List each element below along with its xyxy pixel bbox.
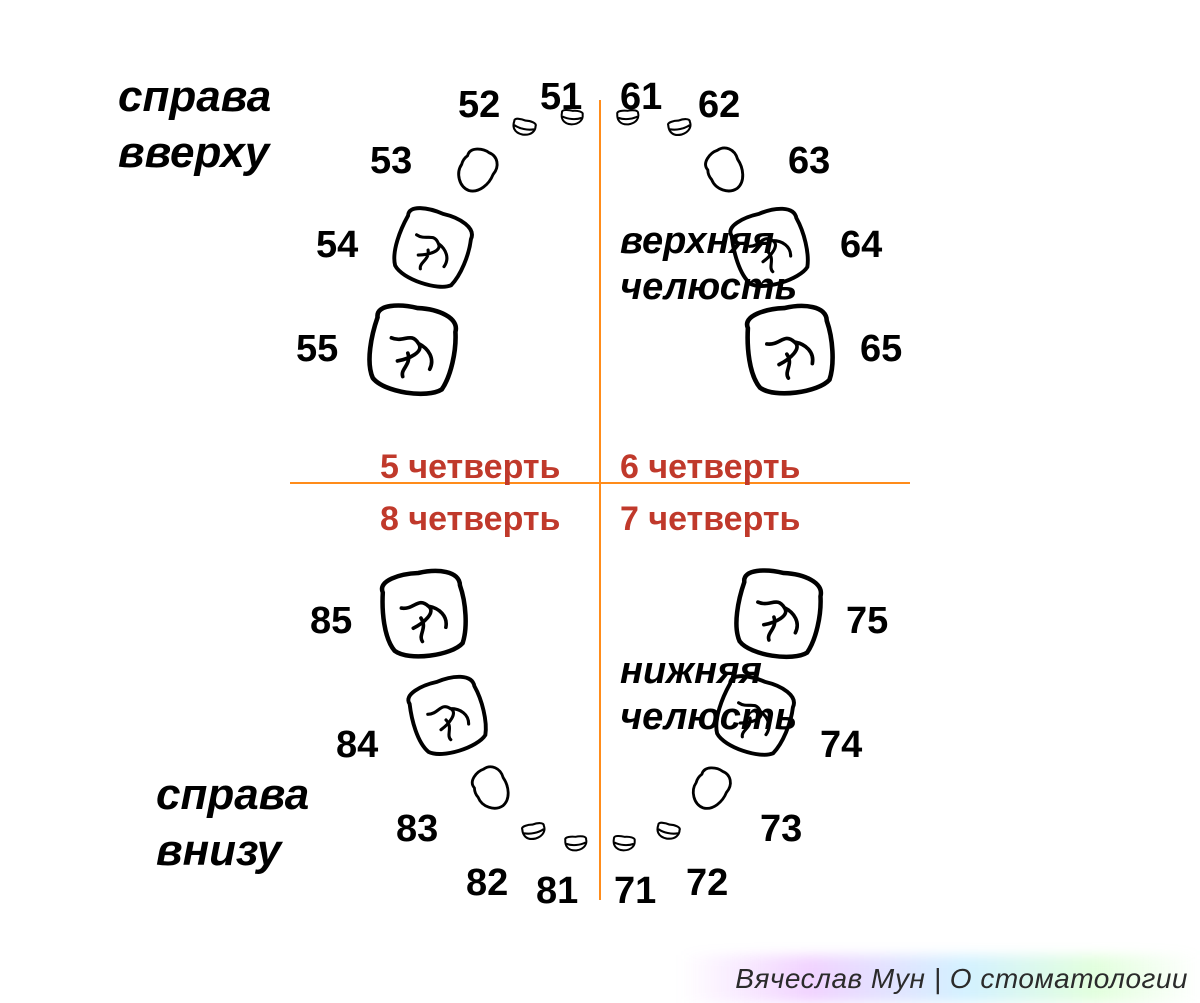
tooth-label-83: 83: [396, 808, 438, 851]
tooth-label-71: 71: [614, 870, 656, 913]
tooth-label-65: 65: [860, 328, 902, 371]
label-quadrant-8: 8 четверть: [380, 500, 560, 539]
tooth-label-74: 74: [820, 724, 862, 767]
tooth-label-73: 73: [760, 808, 802, 851]
tooth-label-62: 62: [698, 84, 740, 127]
label-bottom-right-line1: справа: [156, 770, 309, 820]
label-lower-jaw-line2: челюсть: [620, 696, 797, 739]
tooth-label-54: 54: [316, 224, 358, 267]
tooth-label-52: 52: [458, 84, 500, 127]
label-top-right-line2: вверху: [118, 128, 269, 178]
tooth-label-53: 53: [370, 140, 412, 183]
tooth-label-63: 63: [788, 140, 830, 183]
tooth-label-75: 75: [846, 600, 888, 643]
label-bottom-right-line2: внизу: [156, 826, 281, 876]
tooth-label-64: 64: [840, 224, 882, 267]
tooth-label-84: 84: [336, 724, 378, 767]
diagram-stage: 5554535251616263646585848382817172737475…: [0, 0, 1200, 1003]
label-lower-jaw-line1: нижняя: [620, 650, 762, 693]
tooth-55: [359, 293, 464, 407]
label-upper-jaw-line2: челюсть: [620, 266, 797, 309]
tooth-label-82: 82: [466, 862, 508, 905]
tooth-label-72: 72: [686, 862, 728, 905]
label-upper-jaw-line1: верхняя: [620, 220, 774, 263]
tooth-85: [372, 558, 475, 670]
tooth-label-85: 85: [310, 600, 352, 643]
tooth-label-55: 55: [296, 328, 338, 371]
label-top-right-line1: справа: [118, 72, 271, 122]
tooth-81: [550, 822, 603, 865]
credit-text: Вячеслав Мун | О стоматологии: [735, 963, 1188, 995]
label-quadrant-7: 7 четверть: [620, 500, 800, 539]
tooth-label-81: 81: [536, 870, 578, 913]
tooth-65: [737, 293, 842, 407]
tooth-label-51: 51: [540, 76, 582, 119]
label-quadrant-6: 6 четверть: [620, 448, 800, 487]
label-quadrant-5: 5 четверть: [380, 448, 560, 487]
